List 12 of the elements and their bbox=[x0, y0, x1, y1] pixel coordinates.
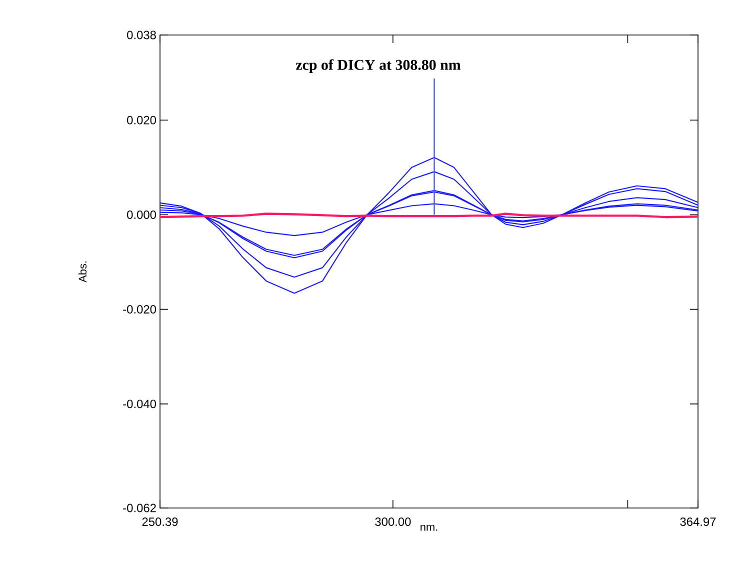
y-tick-label: 0.020 bbox=[127, 116, 156, 124]
y-tick-label: -0.040 bbox=[123, 400, 156, 408]
y-tick-label: 0.038 bbox=[127, 30, 156, 40]
ref-line-label: zcp of DICY at 308.80 nm bbox=[296, 59, 461, 73]
x-tick-label: 364.97 bbox=[680, 518, 716, 526]
x-axis-title: nm. bbox=[420, 524, 438, 531]
x-tick-label: 250.39 bbox=[142, 518, 178, 526]
y-tick-label: 0.000 bbox=[127, 210, 156, 219]
x-tick-label: 300.00 bbox=[375, 518, 411, 526]
y-tick-label: -0.020 bbox=[123, 305, 156, 314]
y-tick-label: -0.062 bbox=[123, 504, 156, 512]
y-axis-title: Abs. bbox=[78, 262, 87, 282]
